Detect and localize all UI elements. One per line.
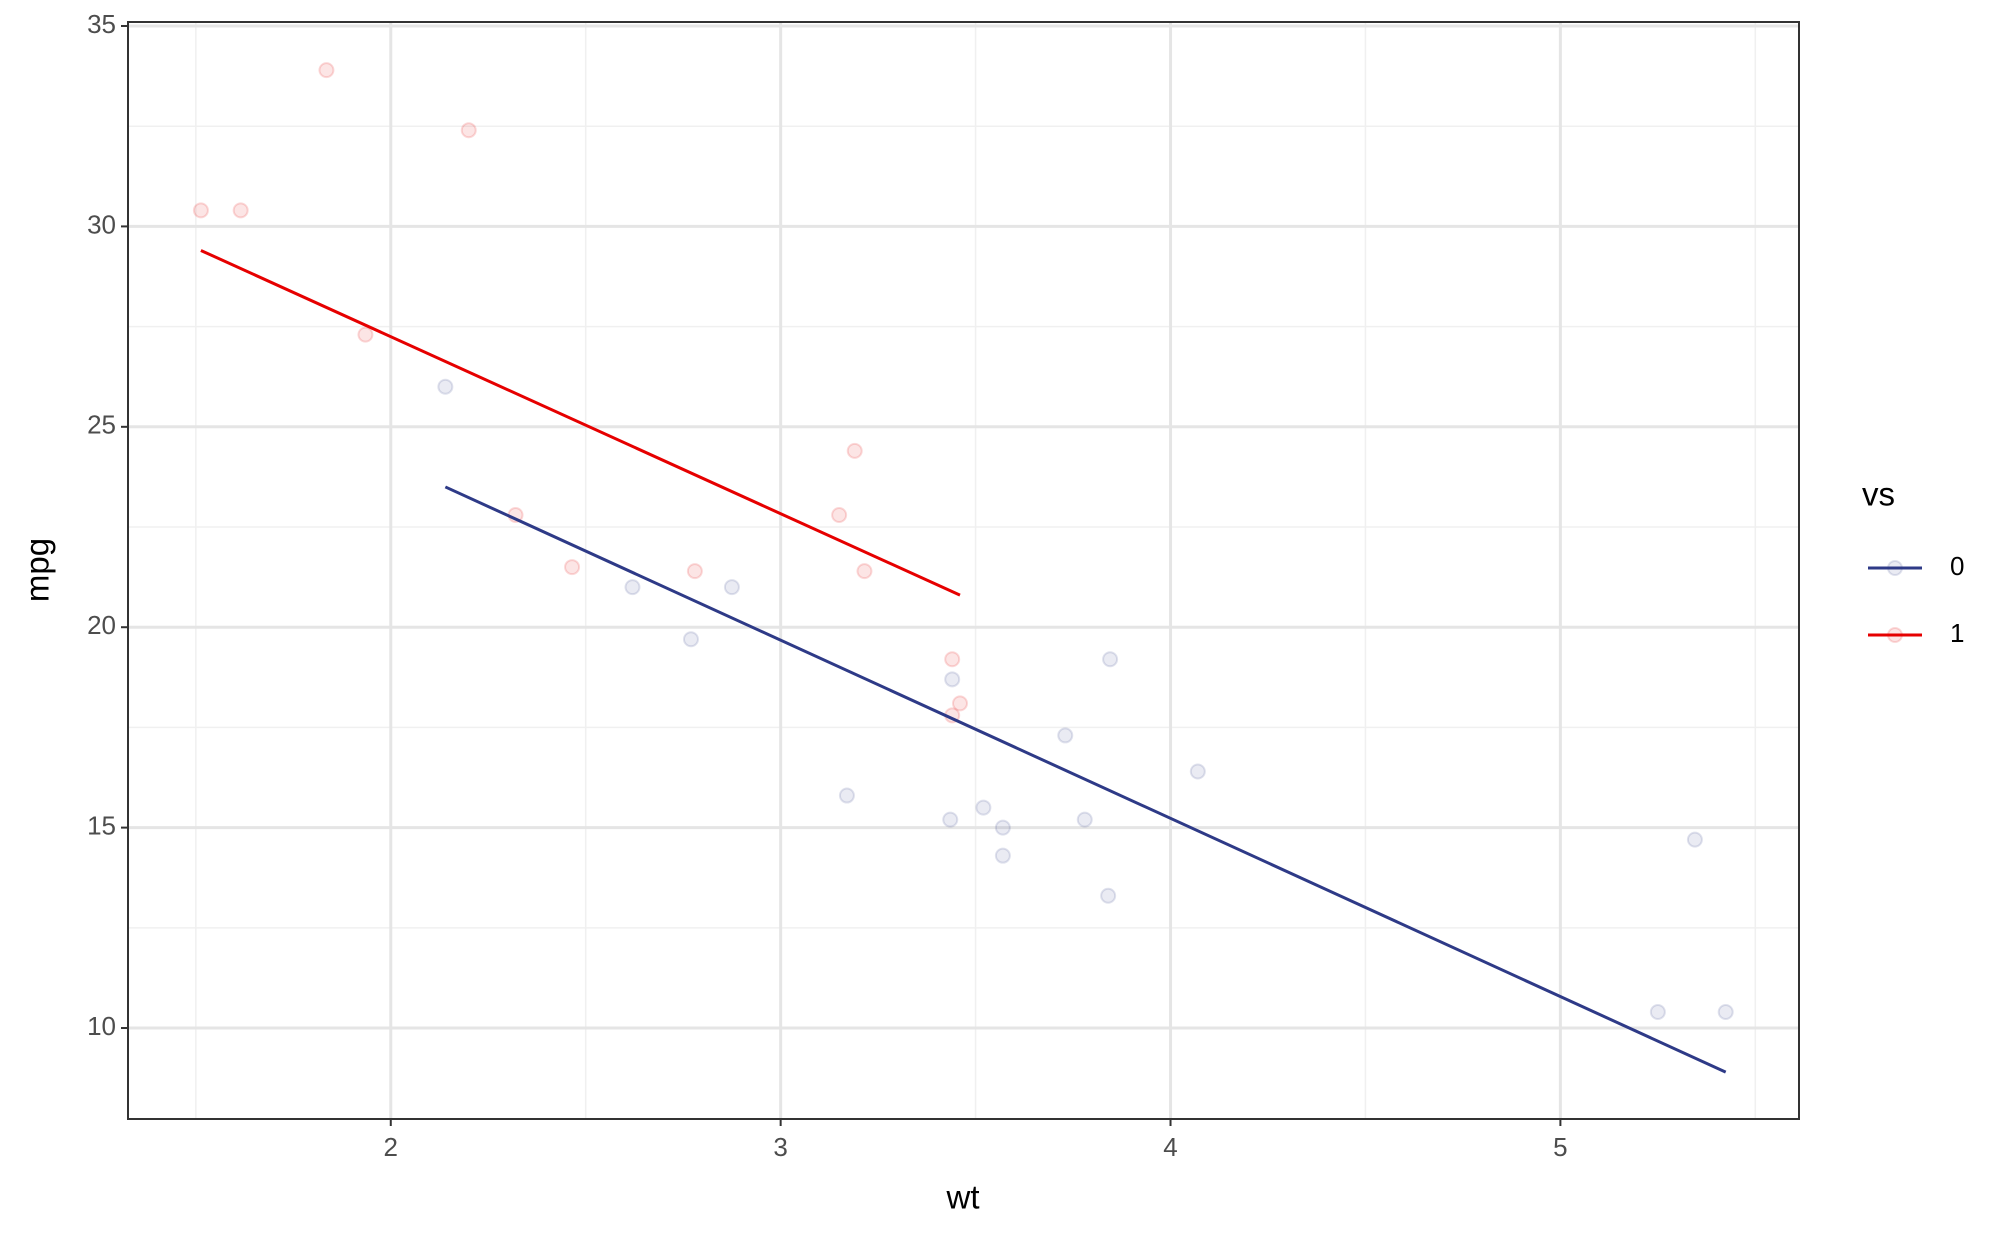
point — [951, 695, 968, 712]
point — [1057, 727, 1074, 744]
fit-line — [200, 249, 961, 597]
y-tick-label: 25 — [87, 410, 116, 440]
point — [1686, 831, 1703, 848]
point — [232, 202, 249, 219]
point — [1649, 1003, 1666, 1020]
point — [357, 326, 374, 343]
x-tick-label: 2 — [384, 1132, 398, 1162]
point — [856, 563, 873, 580]
point — [838, 787, 855, 804]
fit-line — [444, 485, 1727, 1074]
point — [1102, 651, 1119, 668]
point — [564, 559, 581, 576]
x-tick-label: 3 — [773, 1132, 787, 1162]
point — [723, 579, 740, 596]
x-axis-title: wt — [946, 1179, 980, 1216]
y-tick-label: 15 — [87, 810, 116, 840]
legend-point — [1887, 627, 1903, 643]
legend-label: 1 — [1950, 618, 1964, 648]
y-tick-label: 35 — [87, 9, 116, 39]
point — [944, 671, 961, 688]
point — [831, 506, 848, 523]
point — [1100, 887, 1117, 904]
point — [944, 651, 961, 668]
panel-border — [127, 21, 1800, 1120]
point — [192, 202, 209, 219]
y-tick-label: 30 — [87, 209, 116, 239]
point — [846, 442, 863, 459]
y-axis-title: mpg — [19, 538, 56, 602]
point — [682, 631, 699, 648]
legend-label: 0 — [1950, 551, 1964, 581]
y-tick-label: 20 — [87, 610, 116, 640]
x-tick-label: 5 — [1553, 1132, 1567, 1162]
point — [318, 62, 335, 79]
point — [942, 811, 959, 828]
point — [994, 819, 1011, 836]
point — [975, 799, 992, 816]
point — [1189, 763, 1206, 780]
point — [994, 847, 1011, 864]
point — [460, 122, 477, 139]
legend-point — [1887, 560, 1903, 576]
x-tick-label: 4 — [1163, 1132, 1177, 1162]
point — [686, 563, 703, 580]
point — [624, 579, 641, 596]
point — [1076, 811, 1093, 828]
point — [437, 378, 454, 395]
point — [1717, 1003, 1734, 1020]
legend-title: vs — [1862, 476, 1895, 513]
panel — [128, 22, 1799, 1119]
y-tick-label: 10 — [87, 1011, 116, 1041]
